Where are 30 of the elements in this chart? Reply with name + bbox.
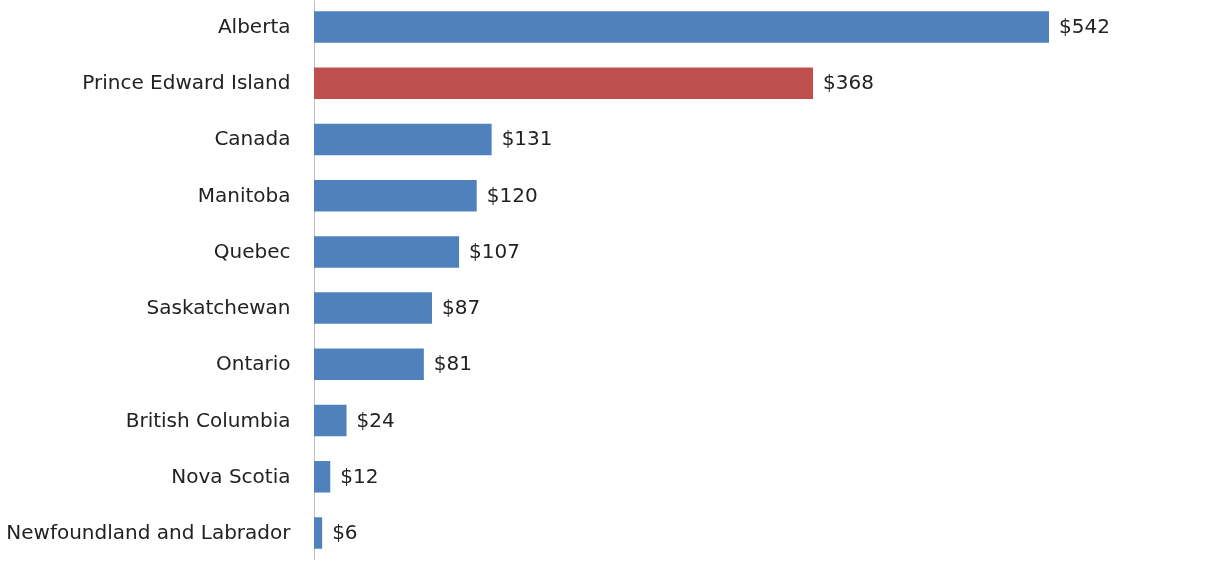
y-tick-label: Newfoundland and Labrador — [6, 520, 292, 545]
data-label: $12 — [340, 463, 379, 488]
bar — [314, 179, 477, 212]
data-label: $81 — [433, 351, 473, 376]
y-tick-label: British Columbia — [125, 407, 291, 432]
y-tick-label: Quebec — [213, 238, 291, 263]
data-label: $6 — [332, 520, 358, 545]
y-tick-label: Saskatchewan — [146, 295, 291, 320]
y-tick-label: Ontario — [215, 351, 291, 376]
data-label: $542 — [1059, 13, 1110, 38]
bar — [314, 123, 492, 156]
y-tick-label: Prince Edward Island — [82, 70, 291, 95]
bar — [314, 517, 323, 549]
y-tick-label: Canada — [214, 126, 291, 151]
data-label: $368 — [823, 70, 874, 95]
data-label: $131 — [501, 126, 553, 151]
bar — [314, 404, 347, 437]
y-tick-label: Alberta — [217, 13, 291, 38]
bar — [314, 292, 432, 324]
data-label: $87 — [441, 295, 481, 320]
bar — [314, 11, 1049, 43]
data-label: $120 — [486, 182, 538, 207]
bar — [314, 236, 460, 268]
data-label: $24 — [356, 407, 395, 432]
y-tick-label: Nova Scotia — [171, 463, 291, 488]
y-tick-label: Manitoba — [197, 182, 291, 207]
bar — [314, 461, 331, 493]
bar — [314, 348, 424, 381]
data-label: $107 — [469, 238, 521, 263]
bar — [314, 67, 814, 99]
